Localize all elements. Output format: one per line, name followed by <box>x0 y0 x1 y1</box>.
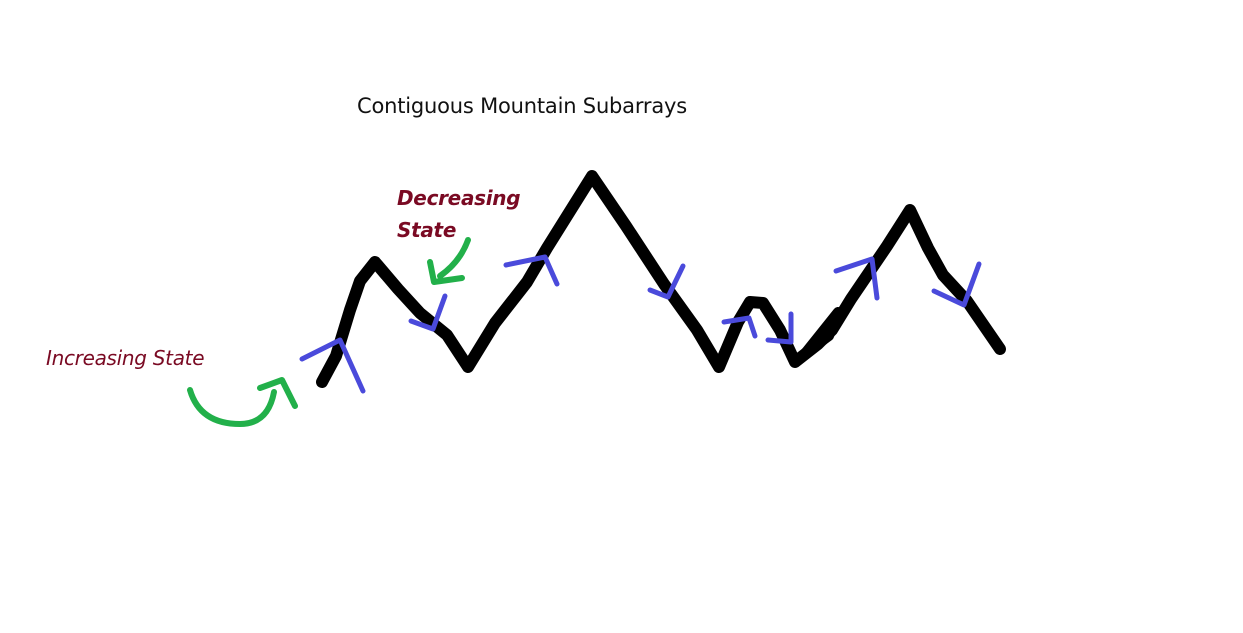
decreasing-direction-marks <box>408 261 982 345</box>
up-mark-4 <box>833 256 880 301</box>
mountain-line <box>316 170 1006 388</box>
up-mark-2 <box>503 254 560 287</box>
decreasing-pointer-arrow <box>427 237 471 285</box>
increasing-state-label: Increasing State <box>46 346 205 370</box>
down-mark-4 <box>931 261 982 308</box>
diagram-title: Contiguous Mountain Subarrays <box>357 94 687 118</box>
decreasing-state-label: Decreasing State <box>397 182 537 246</box>
increasing-direction-marks <box>299 254 880 394</box>
down-mark-2 <box>647 263 686 300</box>
pointer-arrows <box>187 237 471 427</box>
up-mark-1 <box>299 337 366 394</box>
decreasing-label-line2: State <box>397 218 457 242</box>
down-mark-1 <box>408 293 448 332</box>
increasing-pointer-arrow <box>187 377 298 427</box>
decreasing-label-line1: Decreasing <box>397 186 521 210</box>
up-mark-3 <box>721 315 758 339</box>
down-mark-3 <box>765 311 794 345</box>
mountain-line-overdraw <box>801 307 843 357</box>
